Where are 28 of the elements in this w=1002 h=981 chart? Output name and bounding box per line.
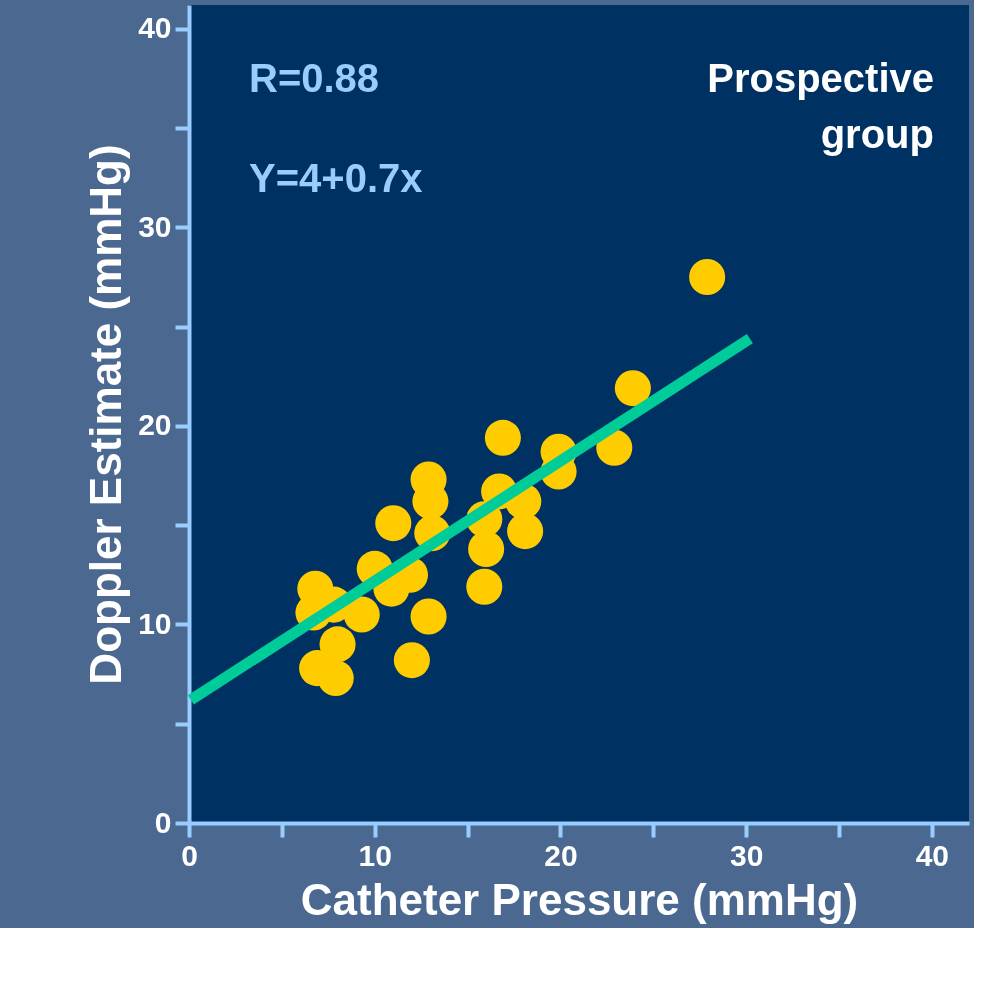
- point: [484, 419, 521, 456]
- point: [410, 598, 447, 635]
- y-tick-label: 20: [138, 408, 172, 442]
- point: [689, 259, 726, 295]
- x-axis-title: Catheter Pressure (mmHg): [300, 874, 859, 924]
- y-tick-label: 40: [138, 11, 172, 45]
- x-tick-label: 30: [729, 838, 764, 872]
- x-tick-label: 40: [915, 838, 950, 872]
- y-tick-label: 10: [138, 606, 172, 640]
- point: [319, 626, 356, 663]
- point: [507, 513, 544, 550]
- y-tick-label: 30: [138, 209, 172, 243]
- annotation: Y=4+0.7x: [249, 156, 423, 200]
- y-tick-label: 0: [154, 805, 172, 839]
- x-tick-label: 10: [358, 838, 392, 872]
- point: [393, 642, 430, 679]
- point: [375, 505, 412, 542]
- annotation: R=0.88: [249, 56, 380, 100]
- point: [343, 596, 380, 633]
- annotation: Prospective group: [707, 56, 934, 156]
- x-tick-label: 20: [544, 838, 578, 872]
- x-tick-label: 0: [181, 838, 198, 872]
- point: [596, 429, 633, 466]
- point: [317, 660, 354, 697]
- point: [468, 531, 505, 567]
- point: [466, 568, 503, 605]
- point: [614, 370, 651, 407]
- y-axis-title: Doppler Estimate (mmHg): [81, 144, 131, 685]
